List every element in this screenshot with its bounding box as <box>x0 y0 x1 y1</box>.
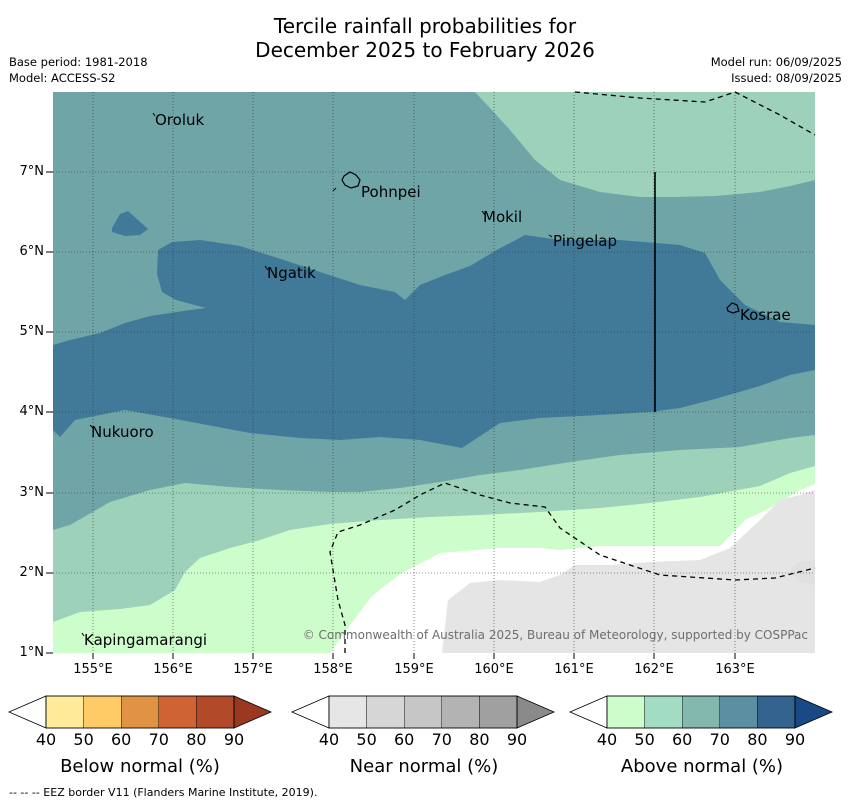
colorbar-near-normal <box>290 695 556 729</box>
colorbar-title-near: Near normal (%) <box>349 756 499 777</box>
copyright-credit: © Commonwealth of Australia 2025, Bureau… <box>302 628 808 642</box>
near-40-inner <box>790 560 815 585</box>
colorbar-tick-label: 70 <box>148 730 169 749</box>
colorbar-below-normal <box>7 695 273 729</box>
colorbar-tick-label: 60 <box>111 730 132 749</box>
colorbar-segment <box>45 695 84 729</box>
title-line-2: December 2025 to February 2026 <box>255 38 595 62</box>
place-pingelap: Pingelap <box>553 232 618 250</box>
colorbar-tick-label: 90 <box>784 730 806 749</box>
colorbar-tick-label: 40 <box>596 730 618 749</box>
colorbar-low-extend <box>7 695 47 729</box>
pohnpei-island <box>341 171 361 189</box>
above-80-blob <box>112 211 148 236</box>
colorbar-low-extend <box>568 695 608 729</box>
colorbar-tick-label: 70 <box>709 730 730 749</box>
lat-label-2n: 2°N <box>19 565 45 580</box>
colorbar-tick-label: 40 <box>35 730 57 749</box>
colorbar-segment <box>120 695 159 729</box>
colorbar-segment <box>757 695 796 729</box>
kosrae-island <box>726 302 740 314</box>
lon-label-156e: 156°E <box>153 662 193 677</box>
colorbar-tick-label: 90 <box>506 730 528 749</box>
model-name: Model: ACCESS-S2 <box>9 71 116 85</box>
colorbar-segment <box>479 695 518 729</box>
place-kapingamarangi: Kapingamarangi <box>84 631 208 649</box>
colorbar-high-extend <box>233 695 273 729</box>
place-nukuoro: Nukuoro <box>91 423 154 441</box>
base-period: Base period: 1981-2018 <box>9 55 148 69</box>
colorbar-tick-label: 50 <box>356 730 377 749</box>
colorbar-tick-label: 90 <box>223 730 245 749</box>
colorbar-high-extend <box>794 695 834 729</box>
lon-label-155e: 155°E <box>73 662 113 677</box>
lat-label-7n: 7°N <box>19 164 45 179</box>
eez-footer-note: -- -- -- EEZ border V11 (Flanders Marine… <box>9 786 318 799</box>
colorbar-low-extend <box>290 695 330 729</box>
colorbar-tick-label: 80 <box>469 730 490 749</box>
place-kosrae: Kosrae <box>740 306 791 324</box>
place-pohnpei: Pohnpei <box>361 183 421 201</box>
above-80-band <box>53 235 815 448</box>
eez-borders <box>329 91 816 653</box>
lat-label-6n: 6°N <box>19 244 45 259</box>
colorbar-segment <box>158 695 197 729</box>
colorbar-svg <box>7 695 834 729</box>
colorbar-segment <box>682 695 721 729</box>
atoll-marks <box>81 112 553 637</box>
lat-label-5n: 5°N <box>19 324 45 339</box>
colorbar-segment <box>196 695 235 729</box>
colorbar-title-above: Above normal (%) <box>620 756 784 777</box>
pohnpei-reef <box>332 187 337 192</box>
title-line-1: Tercile rainfall probabilities for <box>273 14 577 38</box>
lon-label-162e: 162°E <box>634 662 674 677</box>
map-title: Tercile rainfall probabilities for Decem… <box>0 14 850 62</box>
lon-label-159e: 159°E <box>394 662 434 677</box>
colorbar-title-below: Below normal (%) <box>60 756 220 777</box>
lon-label-157e: 157°E <box>233 662 273 677</box>
colorbar-tick-label: 50 <box>73 730 94 749</box>
colorbar-frame <box>45 695 235 729</box>
lon-label-163e: 163°E <box>715 662 755 677</box>
colorbar-tick-label: 60 <box>394 730 415 749</box>
colorbar-tick-label: 80 <box>186 730 207 749</box>
meta-left: Base period: 1981-2018 Model: ACCESS-S2 <box>9 54 148 86</box>
near-40-region <box>442 490 815 653</box>
lat-label-1n: 1°N <box>19 645 45 660</box>
colorbar-segment <box>83 695 122 729</box>
axis-ticks <box>46 171 736 659</box>
colorbar-tick-label: 60 <box>672 730 693 749</box>
colorbar-frame <box>606 695 796 729</box>
colorbar-segment <box>644 695 683 729</box>
colorbar-segment <box>404 695 443 729</box>
colorbar-tick-label: 80 <box>747 730 768 749</box>
place-oroluk: Oroluk <box>155 111 205 129</box>
issued-date: Issued: 08/09/2025 <box>731 71 842 85</box>
lon-label-158e: 158°E <box>313 662 353 677</box>
meta-right: Model run: 06/09/2025 Issued: 08/09/2025 <box>711 54 842 86</box>
lon-label-160e: 160°E <box>474 662 514 677</box>
colorbar-segment <box>441 695 480 729</box>
lat-label-3n: 3°N <box>19 485 45 500</box>
colorbar-segment <box>719 695 758 729</box>
above-60-north <box>475 92 815 197</box>
place-mokil: Mokil <box>483 208 523 226</box>
graticule <box>53 92 815 653</box>
colorbar-high-extend <box>516 695 556 729</box>
colorbar-segment <box>366 695 405 729</box>
place-ngatik: Ngatik <box>267 264 316 282</box>
lat-label-4n: 4°N <box>19 404 45 419</box>
lon-label-161e: 161°E <box>554 662 594 677</box>
colorbar-tick-label: 50 <box>634 730 655 749</box>
colorbar-tick-label: 70 <box>431 730 452 749</box>
model-run: Model run: 06/09/2025 <box>710 55 842 69</box>
colorbar-above-normal <box>568 695 834 729</box>
colorbar-tick-label: 40 <box>318 730 340 749</box>
colorbar-segment <box>328 695 367 729</box>
colorbar-segment <box>606 695 645 729</box>
colorbar-frame <box>328 695 518 729</box>
